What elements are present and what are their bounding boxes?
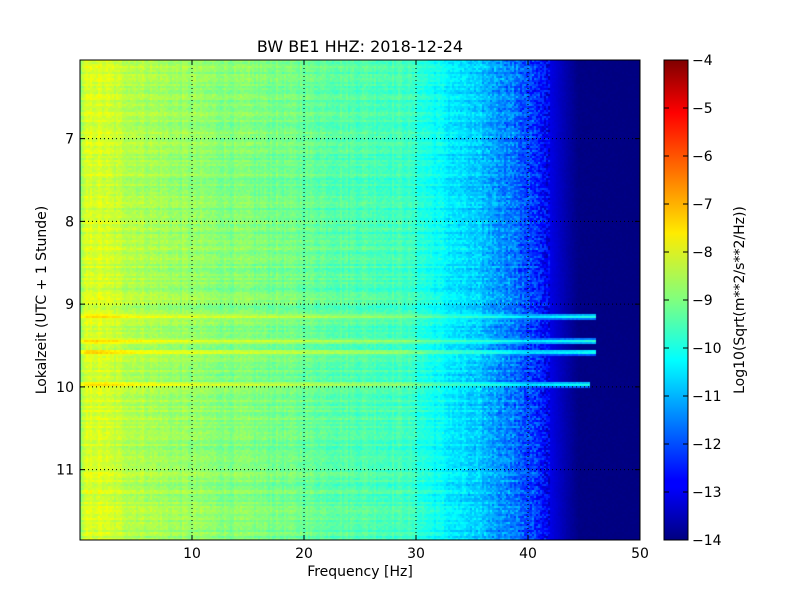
x-tick-label: 10 <box>183 546 201 562</box>
x-tick-label: 30 <box>407 546 425 562</box>
spectrogram-image <box>80 60 640 540</box>
plot-frame <box>79 59 641 541</box>
y-axis-ticks: 7 8 9 10 11 <box>56 132 640 479</box>
colorbar-label: Log10(Sqrt(m**2/s**2/Hz)) <box>732 206 748 394</box>
y-tick-label: 9 <box>65 297 74 313</box>
x-axis-ticks: 10 20 30 40 50 <box>183 60 649 562</box>
colorbar-tick-label: −5 <box>692 101 713 117</box>
colorbar-tick-label: −7 <box>692 197 713 213</box>
x-tick-label: 50 <box>631 546 649 562</box>
y-tick-label: 11 <box>56 463 74 479</box>
x-tick-label: 40 <box>519 546 537 562</box>
colorbar-tick-label: −9 <box>692 293 713 309</box>
colorbar-tick-label: −6 <box>692 149 713 165</box>
y-tick-label: 7 <box>65 132 74 148</box>
y-tick-label: 8 <box>65 214 74 230</box>
colorbar-tick-label: −12 <box>692 437 722 453</box>
y-axis-label: Lokalzeit (UTC + 1 Stunde) <box>34 206 50 395</box>
colorbar-tick-label: −13 <box>692 485 722 501</box>
chart-title: BW BE1 HHZ: 2018-12-24 <box>257 37 463 56</box>
spectrogram-heatmap <box>80 60 640 540</box>
y-tick-label: 10 <box>56 380 74 396</box>
colorbar-tick-label: −11 <box>692 389 722 405</box>
grid-lines <box>80 60 640 540</box>
x-tick-label: 20 <box>295 546 313 562</box>
colorbar-ticks: −4 −5 −6 −7 −8 −9 −10 −11 −12 −13 −14 <box>664 53 722 549</box>
x-axis-label: Frequency [Hz] <box>307 564 413 580</box>
colorbar-tick-label: −14 <box>692 533 722 549</box>
colorbar-tick-label: −10 <box>692 341 722 357</box>
colorbar-tick-label: −8 <box>692 245 713 261</box>
colorbar-tick-label: −4 <box>692 53 713 69</box>
